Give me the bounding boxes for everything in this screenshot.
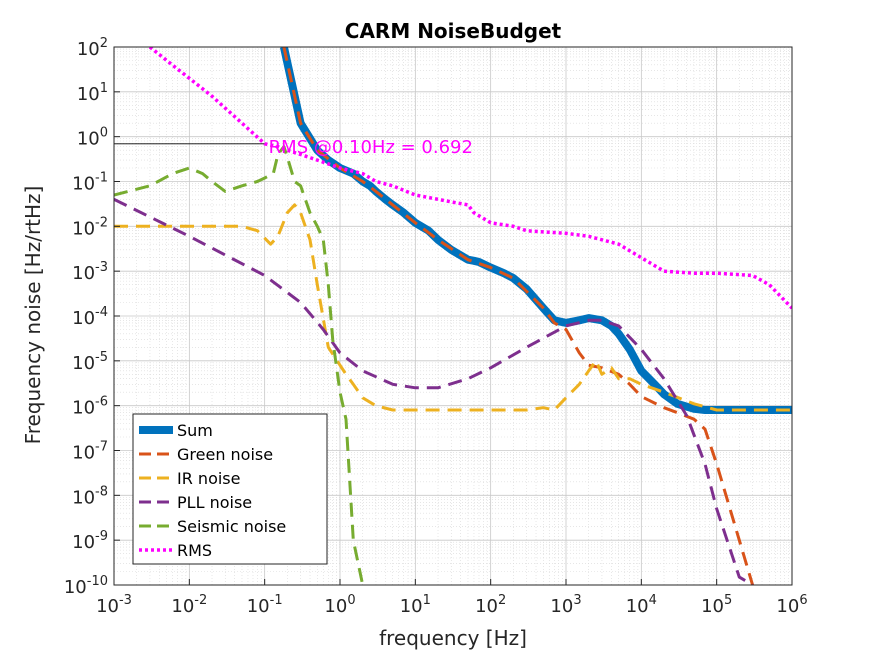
x-tick-label: 10-3 [96, 593, 132, 617]
y-tick-label: 10-6 [72, 395, 108, 419]
x-tick-label: 102 [475, 593, 506, 617]
y-tick-label: 10-2 [72, 215, 108, 239]
y-tick-label: 10-5 [72, 350, 108, 374]
grid [113, 46, 793, 586]
y-tick-label: 10-3 [72, 260, 108, 284]
y-tick-label: 100 [77, 126, 108, 150]
x-tick-label: 101 [400, 593, 431, 617]
y-tick-label: 10-8 [72, 484, 108, 508]
x-tick-label: 103 [550, 593, 581, 617]
y-tick-label: 10-1 [72, 171, 108, 195]
series-line-ir-noise [114, 203, 792, 412]
y-tick-label: 10-4 [72, 305, 108, 329]
y-tick-label: 101 [77, 81, 108, 105]
rms-annotation: RMS @0.10Hz = 0.692 [269, 137, 473, 158]
y-ticks: 10-10 10-9 10-8 10-7 10-6 10-5 10-4 10-3 10-2 10-… [64, 36, 120, 598]
y-tick-label: 10-10 [64, 574, 108, 598]
chart-title: CARM NoiseBudget [345, 19, 562, 43]
x-tick-label: 10-1 [247, 593, 283, 617]
y-tick-label: 102 [77, 36, 108, 60]
x-tick-label: 104 [626, 593, 657, 617]
series-line-seismic-noise [114, 145, 365, 585]
y-axis-label: Frequency noise [Hz/rtHz] [21, 186, 45, 445]
legend-label: IR noise [177, 469, 240, 488]
legend-label: Green noise [177, 445, 273, 464]
legend-label: Seismic noise [177, 517, 286, 536]
legend-label: RMS [177, 541, 212, 560]
y-tick-label: 10-9 [72, 529, 108, 553]
legend-label: Sum [177, 421, 213, 440]
y-tick-label: 10-7 [72, 440, 108, 464]
legend: Sum Green noise IR noise PLL noise Seismic n… [132, 413, 328, 565]
series-line-pll-noise [114, 197, 754, 585]
x-ticks: 10-3 10-2 10-1 100 101 102 103 104 105 106 [96, 579, 808, 617]
x-tick-label: 106 [776, 593, 807, 617]
series-group [114, 47, 792, 585]
legend-box [132, 413, 328, 565]
x-axis-label: frequency [Hz] [379, 626, 527, 650]
x-tick-label: 10-2 [171, 593, 207, 617]
x-tick-label: 105 [701, 593, 732, 617]
x-tick-label: 100 [324, 593, 355, 617]
plot-area: RMS @0.10Hz = 0.692 10-3 10-2 10-1 100 101 102… [64, 36, 808, 617]
legend-label: PLL noise [177, 493, 252, 512]
